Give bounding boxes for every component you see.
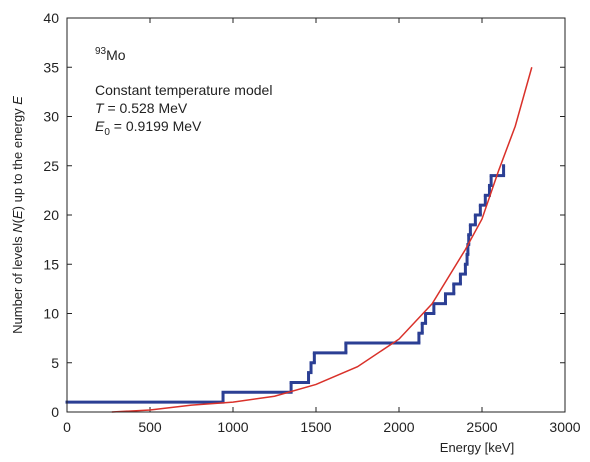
y-tick-label: 5 — [51, 355, 59, 371]
annotation-text: = 0.528 MeV — [104, 100, 188, 116]
x-tick-label: 500 — [138, 419, 162, 435]
y-axis-label-part: ) up to the energy — [10, 105, 25, 211]
annotation-text: Mo — [106, 47, 126, 63]
y-tick-label: 35 — [43, 59, 59, 75]
symbol: T — [95, 100, 105, 116]
annotation-text: = 0.9199 MeV — [110, 118, 202, 134]
annotation: E0 = 0.9199 MeV — [95, 118, 202, 138]
x-tick-label: 1500 — [300, 419, 331, 435]
y-tick-label: 10 — [43, 306, 59, 322]
subscript: 0 — [104, 127, 110, 138]
annotation: Constant temperature model — [95, 82, 272, 98]
y-tick-label: 0 — [51, 404, 59, 420]
plot-frame — [66, 17, 566, 413]
annotation-text: Constant temperature model — [95, 82, 272, 98]
y-axis-label-part: N — [10, 223, 25, 233]
curve — [111, 67, 533, 413]
y-axis-label-part: ( — [10, 218, 25, 223]
y-tick-label: 30 — [43, 109, 59, 125]
y-axis-label: Number of levels N(E) up to the energy E — [10, 96, 25, 334]
step-line — [65, 164, 506, 404]
y-tick-label: 15 — [43, 256, 59, 272]
x-tick-label: 1000 — [217, 419, 248, 435]
x-axis-label: Energy [keV] — [440, 440, 514, 455]
x-tick-label: 2000 — [383, 419, 414, 435]
superscript: 93 — [95, 46, 107, 57]
y-tick-label: 20 — [43, 207, 59, 223]
x-tick-label: 3000 — [549, 419, 580, 435]
y-tick-label: 40 — [43, 10, 59, 26]
annotation: 93Mo — [95, 46, 126, 63]
y-axis-label-part: E — [10, 210, 25, 219]
y-tick-label: 25 — [43, 158, 59, 174]
x-tick-label: 0 — [63, 419, 71, 435]
y-axis-label-part: E — [10, 96, 25, 105]
annotation: T = 0.528 MeV — [95, 100, 188, 116]
x-tick-label: 2500 — [466, 419, 497, 435]
y-axis-label-part: Number of levels — [10, 233, 25, 334]
symbol: E — [95, 118, 105, 134]
